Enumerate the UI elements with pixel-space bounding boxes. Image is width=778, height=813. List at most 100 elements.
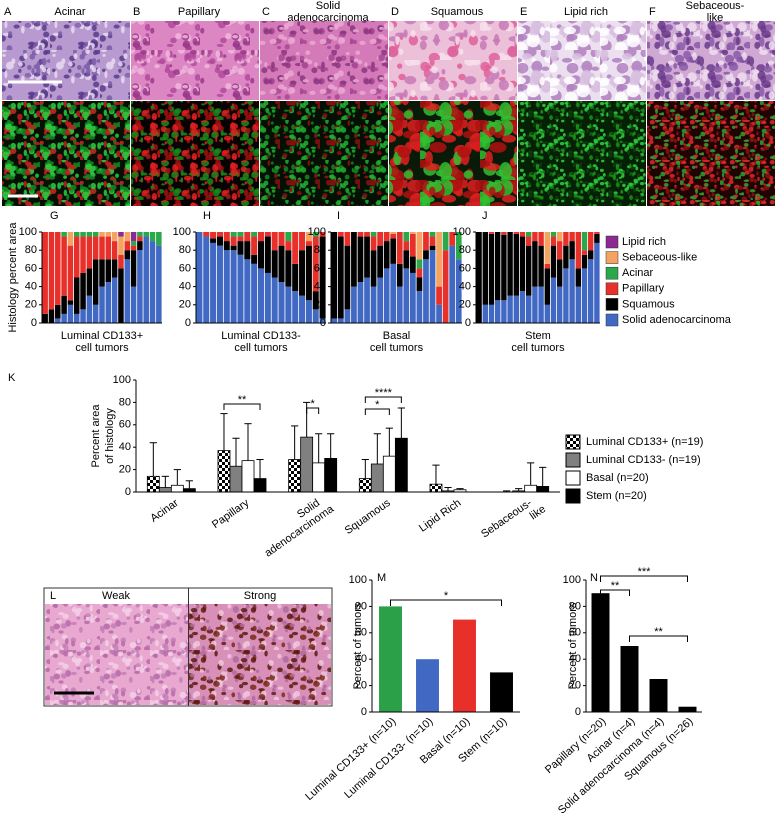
he-image	[518, 21, 646, 100]
bar-segment	[423, 250, 429, 260]
bar-segment	[563, 245, 569, 269]
bar	[358, 478, 372, 493]
bar-segment	[73, 277, 80, 314]
bar-segment	[357, 236, 364, 283]
bar-segment	[130, 241, 137, 246]
bar-segment	[436, 286, 442, 305]
x-tick-label-group: Papillary	[210, 497, 252, 531]
bar-segment	[581, 232, 588, 251]
bar-segment	[230, 236, 237, 246]
bar-segment	[331, 318, 338, 323]
legend-swatch	[605, 251, 619, 264]
bar-segment	[581, 250, 588, 255]
significance-bracket	[306, 407, 320, 414]
if-image	[647, 101, 775, 206]
bar-segment	[237, 232, 244, 237]
bar	[379, 606, 402, 712]
bar-segment	[312, 232, 319, 237]
bar-segment	[550, 232, 557, 237]
y-tick-label: 0	[465, 317, 471, 329]
bar-segment	[364, 232, 370, 237]
bar-segment	[257, 268, 265, 323]
bar-segment	[149, 241, 156, 323]
y-tick-label: 80	[119, 396, 131, 408]
bar	[416, 659, 439, 712]
bar-segment	[92, 304, 99, 323]
panel-label: I	[337, 210, 340, 222]
bar-segment	[513, 232, 519, 234]
bar-segment	[532, 286, 538, 323]
bar-segment	[519, 232, 526, 237]
bar-segment	[257, 241, 265, 269]
he-image	[647, 21, 775, 100]
panel-title: Lipid rich	[564, 6, 608, 18]
bar	[324, 457, 338, 493]
bar-segment	[557, 286, 563, 323]
y-tick-label: 20	[179, 299, 191, 311]
bar-segment	[357, 232, 364, 237]
significance-label: **	[654, 626, 663, 638]
bar-segment	[594, 232, 600, 234]
legend-swatch	[565, 452, 581, 468]
significance-bracket	[364, 408, 390, 415]
bar-segment	[403, 241, 410, 251]
bar-segment	[544, 304, 550, 323]
bar-segment	[67, 245, 74, 301]
bar-segment	[331, 232, 338, 319]
bar-segment	[344, 232, 351, 246]
x-axis-label: Luminal CD133-	[221, 330, 301, 342]
x-axis-label: Basal	[383, 330, 411, 342]
y-tick-label: 20	[25, 299, 37, 311]
bar-segment	[370, 286, 377, 323]
legend-swatch	[605, 282, 619, 296]
bar-segment	[230, 232, 237, 237]
bar-segment	[312, 236, 319, 292]
bar-segment	[111, 277, 118, 323]
bar-segment	[569, 232, 575, 242]
y-tick-label: 0	[185, 317, 191, 329]
bar-segment	[416, 291, 423, 323]
bar-segment	[223, 241, 230, 251]
bar-segment	[383, 232, 390, 242]
he-image	[2, 21, 130, 100]
bar	[490, 672, 513, 712]
bar-segment	[449, 245, 456, 323]
bar-segment	[563, 268, 569, 323]
bar-segment	[48, 309, 55, 323]
bar-segment	[429, 250, 436, 323]
panel-label: M	[377, 572, 386, 584]
panel-label: J	[482, 210, 488, 222]
bar-segment	[575, 268, 581, 287]
y-tick-label: 20	[569, 680, 581, 692]
bar-segment	[111, 259, 118, 278]
bar	[229, 465, 243, 493]
bar-segment	[544, 232, 550, 264]
bar-segment	[581, 254, 588, 269]
bar-segment	[495, 232, 501, 301]
bar-segment	[285, 250, 292, 287]
y-tick-label: 40	[119, 441, 131, 453]
bar-segment	[312, 291, 319, 310]
bar-segment	[594, 242, 600, 323]
bar-segment	[271, 250, 278, 278]
ihc-weak	[45, 604, 188, 705]
he-image	[389, 21, 517, 100]
legend-label: Luminal CD133+ (n=19)	[586, 436, 703, 448]
bar-segment	[495, 300, 501, 323]
legend-swatch	[565, 488, 581, 504]
bar-segment	[507, 295, 513, 323]
bar-segment	[257, 232, 265, 242]
bar-segment	[488, 233, 495, 305]
legend-label: Stem (n=20)	[586, 490, 647, 502]
bar-segment	[436, 304, 442, 323]
bar-segment	[92, 236, 99, 260]
bar-segment	[390, 232, 397, 234]
bar-segment	[80, 232, 86, 237]
y-tick-label: 100	[308, 226, 326, 238]
y-tick-label: 20	[355, 680, 367, 692]
bar-segment	[124, 250, 131, 260]
bar-segment	[488, 232, 495, 234]
bar-segment	[410, 233, 416, 257]
bar	[370, 463, 384, 493]
panel-label: N	[590, 572, 598, 584]
